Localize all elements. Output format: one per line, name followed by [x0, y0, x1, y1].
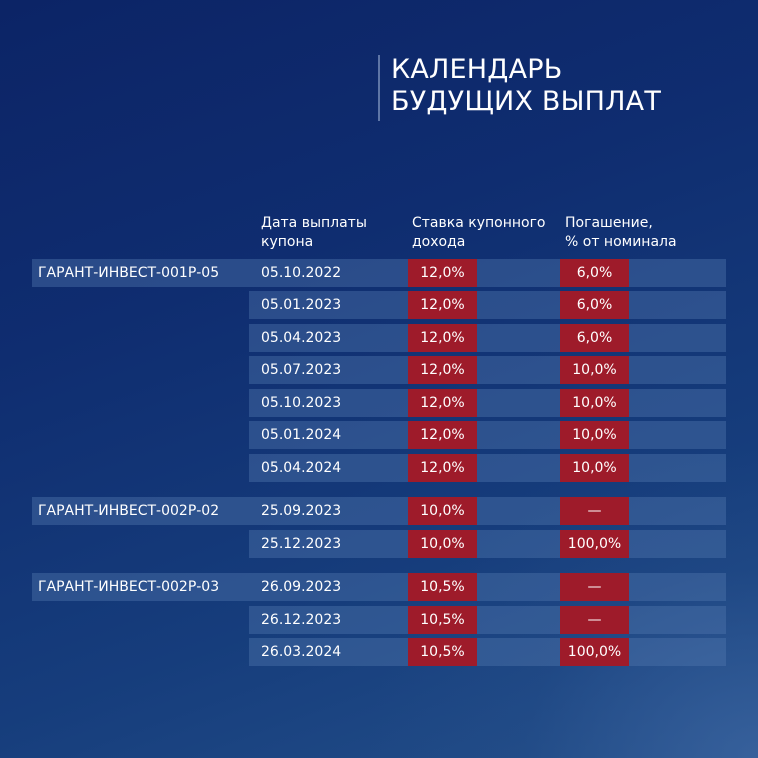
- table-row: 25.09.2023 10,0% —: [249, 497, 726, 525]
- payment-date: 05.10.2022: [261, 265, 342, 281]
- column-header-redemption: Погашение, % от номинала: [565, 215, 677, 250]
- title-line-2: БУДУЩИХ ВЫПЛАТ: [391, 86, 662, 117]
- coupon-rate: 10,0%: [408, 530, 477, 558]
- payment-date: 05.04.2023: [261, 330, 342, 346]
- payment-date: 05.01.2024: [261, 427, 342, 443]
- table-row: 26.12.2023 10,5% —: [249, 606, 726, 634]
- redemption-percent: 6,0%: [560, 259, 629, 287]
- coupon-rate: 12,0%: [408, 259, 477, 287]
- coupon-rate: 12,0%: [408, 356, 477, 384]
- redemption-percent: 6,0%: [560, 324, 629, 352]
- table-row: 26.03.2024 10,5% 100,0%: [249, 638, 726, 666]
- redemption-percent: 10,0%: [560, 454, 629, 482]
- column-header-date: Дата выплаты купона: [261, 215, 367, 250]
- coupon-rate: 10,0%: [408, 497, 477, 525]
- redemption-percent: 10,0%: [560, 389, 629, 417]
- coupon-rate: 12,0%: [408, 454, 477, 482]
- table-row: 05.07.2023 12,0% 10,0%: [249, 356, 726, 384]
- payment-date: 25.09.2023: [261, 503, 342, 519]
- coupon-rate: 10,5%: [408, 606, 477, 634]
- bond-name-002p-03: ГАРАНТ-ИНВЕСТ-002Р-03: [32, 573, 249, 601]
- table-row: 05.04.2023 12,0% 6,0%: [249, 324, 726, 352]
- redemption-percent: 100,0%: [560, 638, 629, 666]
- redemption-percent: —: [560, 606, 629, 634]
- payment-date: 05.07.2023: [261, 362, 342, 378]
- coupon-rate: 10,5%: [408, 638, 477, 666]
- redemption-percent: 10,0%: [560, 421, 629, 449]
- coupon-rate: 12,0%: [408, 421, 477, 449]
- redemption-percent: 10,0%: [560, 356, 629, 384]
- bond-name-001p-05: ГАРАНТ-ИНВЕСТ-001Р-05: [32, 259, 249, 287]
- coupon-rate: 12,0%: [408, 324, 477, 352]
- payment-date: 26.09.2023: [261, 579, 342, 595]
- table-row: 05.01.2023 12,0% 6,0%: [249, 291, 726, 319]
- payment-date: 05.01.2023: [261, 297, 342, 313]
- table-row: 05.04.2024 12,0% 10,0%: [249, 454, 726, 482]
- page-title: КАЛЕНДАРЬ БУДУЩИХ ВЫПЛАТ: [378, 54, 662, 121]
- payment-date: 26.03.2024: [261, 644, 342, 660]
- coupon-rate: 12,0%: [408, 291, 477, 319]
- payment-date: 25.12.2023: [261, 536, 342, 552]
- coupon-rate: 10,5%: [408, 573, 477, 601]
- redemption-percent: 6,0%: [560, 291, 629, 319]
- redemption-percent: 100,0%: [560, 530, 629, 558]
- title-line-1: КАЛЕНДАРЬ: [391, 54, 563, 85]
- column-header-rate: Ставка купонного дохода: [412, 215, 546, 250]
- table-row: 25.12.2023 10,0% 100,0%: [249, 530, 726, 558]
- bond-name-002p-02: ГАРАНТ-ИНВЕСТ-002Р-02: [32, 497, 249, 525]
- redemption-percent: —: [560, 573, 629, 601]
- table-row: 26.09.2023 10,5% —: [249, 573, 726, 601]
- payment-date: 05.04.2024: [261, 460, 342, 476]
- coupon-rate: 12,0%: [408, 389, 477, 417]
- table-row: 05.10.2022 12,0% 6,0%: [249, 259, 726, 287]
- table-row: 05.10.2023 12,0% 10,0%: [249, 389, 726, 417]
- payment-date: 26.12.2023: [261, 612, 342, 628]
- redemption-percent: —: [560, 497, 629, 525]
- payment-date: 05.10.2023: [261, 395, 342, 411]
- table-row: 05.01.2024 12,0% 10,0%: [249, 421, 726, 449]
